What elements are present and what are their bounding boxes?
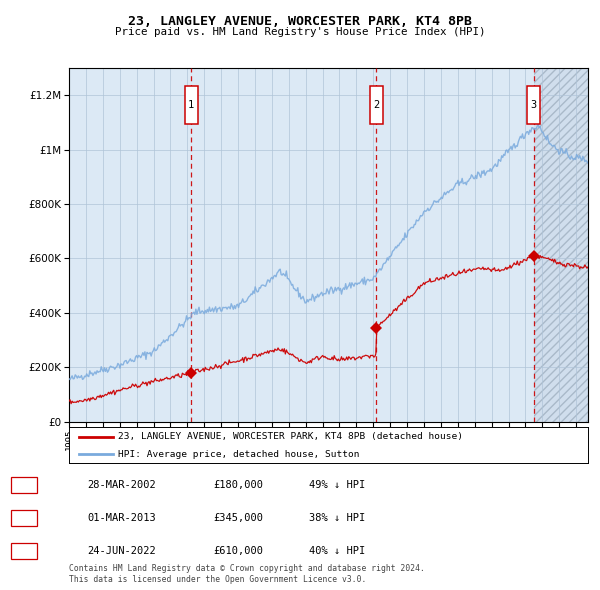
Text: 23, LANGLEY AVENUE, WORCESTER PARK, KT4 8PB (detached house): 23, LANGLEY AVENUE, WORCESTER PARK, KT4 … bbox=[118, 432, 463, 441]
Text: 28-MAR-2002: 28-MAR-2002 bbox=[87, 480, 156, 490]
Text: £610,000: £610,000 bbox=[213, 546, 263, 556]
Text: £345,000: £345,000 bbox=[213, 513, 263, 523]
Text: Price paid vs. HM Land Registry's House Price Index (HPI): Price paid vs. HM Land Registry's House … bbox=[115, 27, 485, 37]
Text: This data is licensed under the Open Government Licence v3.0.: This data is licensed under the Open Gov… bbox=[69, 575, 367, 584]
FancyBboxPatch shape bbox=[185, 86, 197, 124]
Text: 3: 3 bbox=[530, 100, 536, 110]
Bar bbox=[533, 68, 588, 422]
Text: 24-JUN-2022: 24-JUN-2022 bbox=[87, 546, 156, 556]
FancyBboxPatch shape bbox=[370, 86, 383, 124]
Bar bbox=[533, 68, 588, 422]
FancyBboxPatch shape bbox=[527, 86, 540, 124]
Text: 1: 1 bbox=[188, 100, 194, 110]
Text: Contains HM Land Registry data © Crown copyright and database right 2024.: Contains HM Land Registry data © Crown c… bbox=[69, 565, 425, 573]
Text: 2: 2 bbox=[373, 100, 379, 110]
Text: 40% ↓ HPI: 40% ↓ HPI bbox=[309, 546, 365, 556]
Text: HPI: Average price, detached house, Sutton: HPI: Average price, detached house, Sutt… bbox=[118, 450, 360, 458]
Text: 38% ↓ HPI: 38% ↓ HPI bbox=[309, 513, 365, 523]
Text: £180,000: £180,000 bbox=[213, 480, 263, 490]
Text: 2: 2 bbox=[21, 513, 27, 523]
Text: 01-MAR-2013: 01-MAR-2013 bbox=[87, 513, 156, 523]
Text: 3: 3 bbox=[21, 546, 27, 556]
Text: 23, LANGLEY AVENUE, WORCESTER PARK, KT4 8PB: 23, LANGLEY AVENUE, WORCESTER PARK, KT4 … bbox=[128, 15, 472, 28]
Text: 1: 1 bbox=[21, 480, 27, 490]
Text: 49% ↓ HPI: 49% ↓ HPI bbox=[309, 480, 365, 490]
